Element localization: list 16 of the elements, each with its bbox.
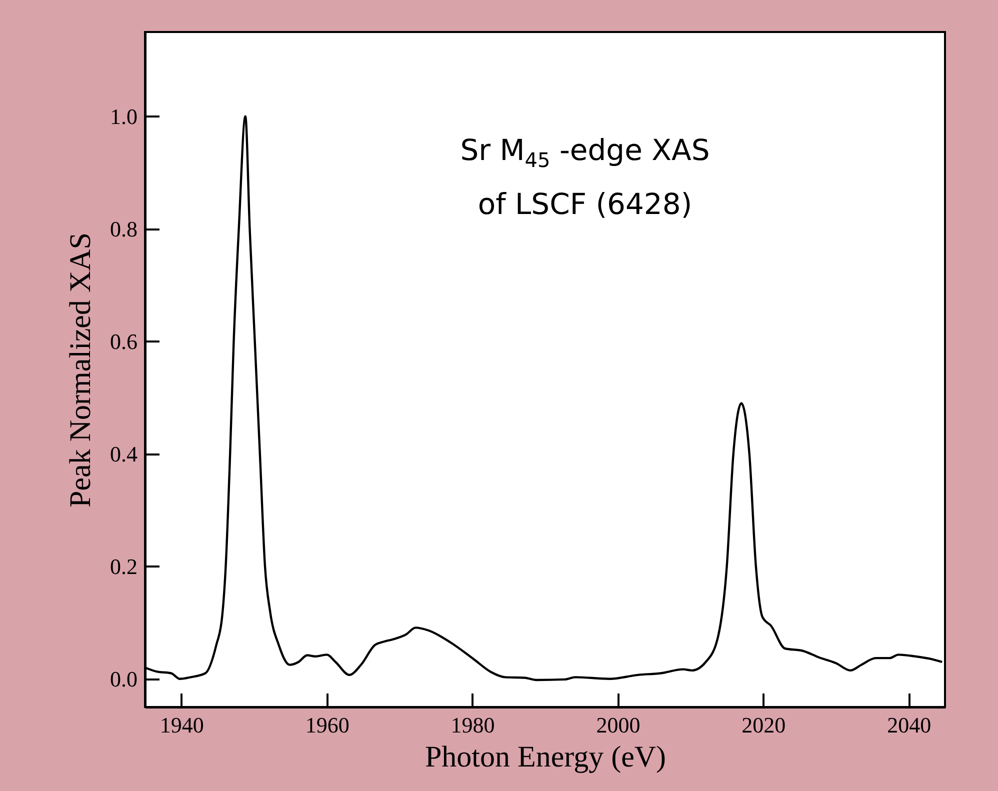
x-tick-label: 2000	[596, 712, 640, 738]
x-tick-label: 1960	[305, 712, 350, 738]
y-tick-label: 0.4	[110, 441, 138, 466]
x-tick-label: 1980	[450, 712, 495, 738]
y-tick-label: 0.8	[110, 216, 138, 242]
y-axis-title: Peak Normalized XAS	[64, 232, 97, 508]
annotation: Sr M$_{45}$ -edge XAS	[459, 132, 711, 174]
x-tick-label: 1940	[160, 712, 204, 738]
x-tick-label: 2040	[887, 712, 932, 738]
x-tick-label: 2020	[742, 712, 786, 738]
x-axis-title: Photon Energy (eV)	[424, 740, 666, 774]
y-tick-label: 0.0	[110, 666, 138, 692]
y-tick-label: 0.2	[110, 554, 138, 579]
y-tick-label: 1.0	[110, 104, 138, 129]
y-tick-label: 0.6	[110, 328, 138, 354]
annotation: of LSCF (6428)	[476, 186, 694, 223]
